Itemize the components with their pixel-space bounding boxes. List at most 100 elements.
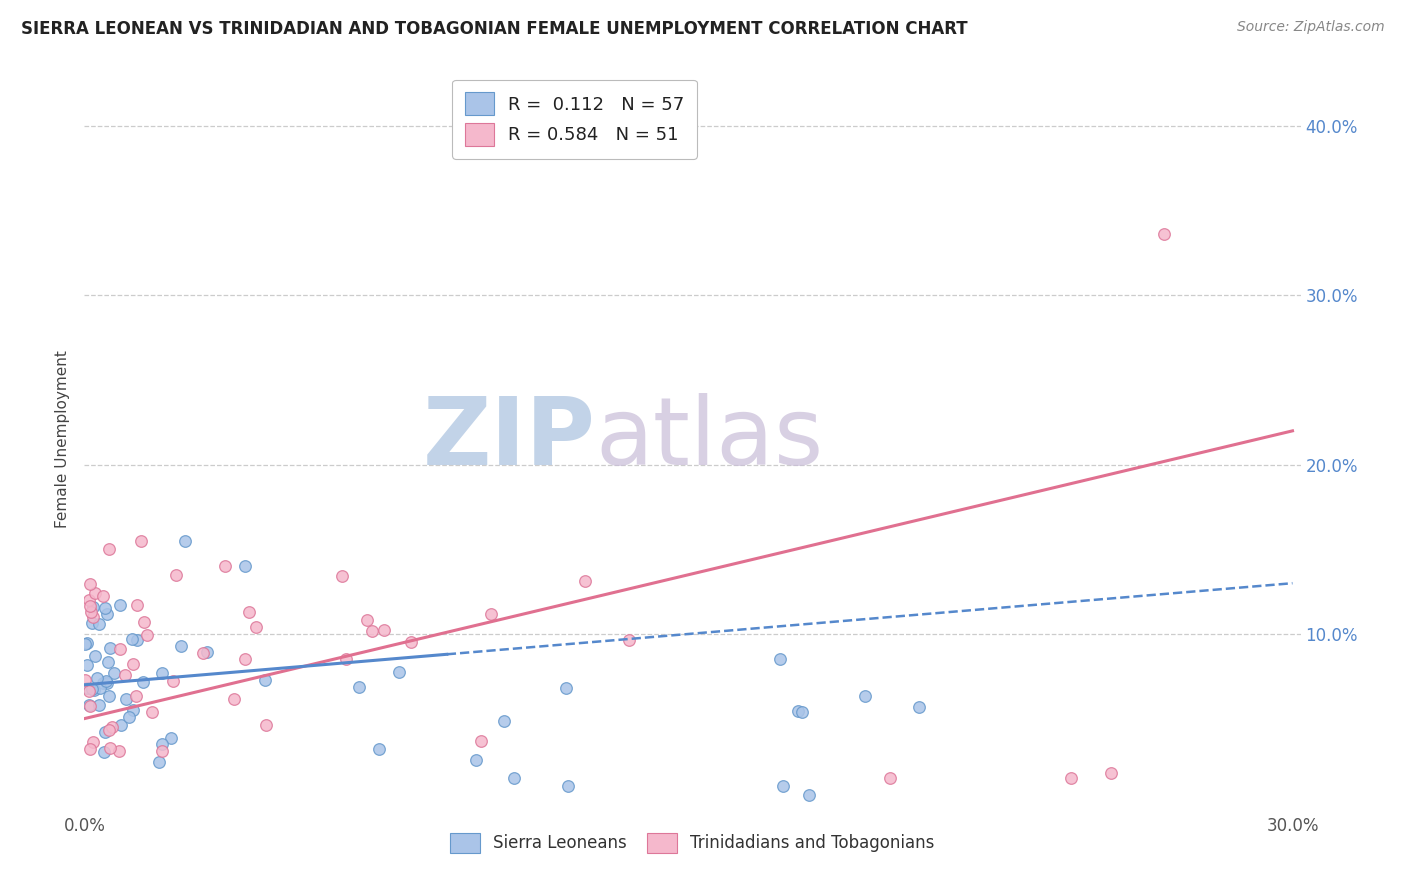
Point (399, 634, 422, 648)
Point (96, 675, 118, 690)
Point (150, 744, 173, 758)
Point (97, 723, 120, 737)
Point (79, 599, 101, 613)
Point (1153, 227, 1175, 242)
Point (235, 652, 257, 666)
Point (83, 682, 105, 697)
Point (82, 610, 104, 624)
Point (84, 648, 107, 663)
Point (97, 655, 120, 669)
Point (79, 699, 101, 714)
Point (125, 632, 148, 647)
Point (127, 598, 149, 612)
Point (87, 698, 110, 713)
Point (101, 720, 124, 734)
Point (79, 741, 101, 756)
Text: atlas: atlas (595, 393, 824, 485)
Point (360, 624, 382, 639)
Point (492, 714, 515, 728)
Point (108, 642, 131, 657)
Point (98, 689, 121, 703)
Point (83, 586, 105, 600)
Point (103, 665, 125, 680)
Point (114, 668, 136, 682)
Point (110, 718, 132, 732)
Point (89, 617, 111, 632)
Point (82, 599, 104, 614)
Point (330, 569, 353, 583)
Point (769, 652, 792, 666)
Point (1060, 771, 1083, 785)
Point (86, 672, 108, 686)
Legend: Sierra Leoneans, Trinidadians and Tobagonians: Sierra Leoneans, Trinidadians and Tobago… (443, 827, 942, 859)
Point (75, 637, 97, 651)
Point (114, 691, 136, 706)
Point (136, 627, 159, 641)
Point (367, 742, 389, 756)
Point (470, 734, 492, 748)
Point (555, 681, 578, 695)
Point (77, 698, 100, 713)
Y-axis label: Female Unemployment: Female Unemployment (55, 351, 70, 528)
Point (790, 706, 813, 720)
Point (91, 676, 114, 690)
Point (373, 624, 395, 638)
Point (91, 589, 114, 603)
Point (134, 615, 156, 629)
Point (238, 606, 260, 620)
Point (162, 674, 184, 689)
Point (619, 633, 641, 648)
Point (108, 599, 131, 613)
Point (165, 567, 187, 582)
Point (79, 577, 101, 591)
Point (122, 703, 145, 717)
Point (235, 559, 257, 574)
Point (772, 780, 794, 794)
Point (125, 690, 148, 704)
Point (94, 673, 117, 688)
Point (108, 744, 131, 758)
Point (129, 533, 152, 548)
Text: SIERRA LEONEAN VS TRINIDADIAN AND TOBAGONIAN FEMALE UNEMPLOYMENT CORRELATION CHA: SIERRA LEONEAN VS TRINIDADIAN AND TOBAGO… (21, 20, 967, 37)
Point (82, 735, 104, 749)
Point (98, 741, 121, 756)
Text: ZIP: ZIP (422, 393, 595, 485)
Point (356, 613, 378, 627)
Point (908, 699, 931, 714)
Point (574, 574, 596, 588)
Point (503, 771, 526, 785)
Point (214, 559, 236, 574)
Point (388, 665, 411, 680)
Point (245, 620, 267, 634)
Point (557, 780, 579, 794)
Point (132, 675, 155, 690)
Point (335, 652, 357, 666)
Point (1099, 765, 1122, 780)
Point (853, 689, 876, 703)
Point (76, 681, 98, 695)
Point (787, 705, 810, 719)
Point (224, 692, 246, 706)
Point (174, 533, 197, 548)
Point (94, 725, 117, 739)
Point (76, 658, 98, 673)
Point (97, 542, 120, 557)
Point (150, 665, 173, 680)
Point (347, 680, 370, 694)
Point (75, 673, 97, 688)
Point (80, 616, 103, 631)
Point (799, 788, 821, 802)
Point (479, 607, 502, 621)
Point (77, 684, 100, 698)
Point (80, 682, 103, 697)
Point (193, 646, 215, 660)
Point (150, 738, 173, 752)
Point (98, 641, 121, 656)
Point (122, 657, 145, 671)
Point (93, 601, 115, 615)
Point (80, 605, 103, 619)
Point (89, 681, 111, 695)
Point (77, 593, 100, 607)
Point (148, 755, 170, 769)
Point (159, 731, 181, 746)
